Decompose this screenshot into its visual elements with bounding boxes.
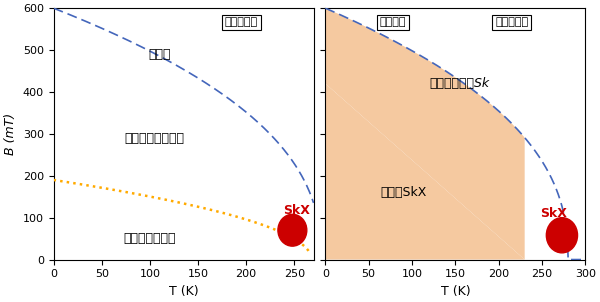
Text: 磁場中急冷: 磁場中急冷 [495, 18, 528, 27]
Ellipse shape [547, 218, 578, 253]
Text: 準安定SkX: 準安定SkX [380, 186, 427, 199]
Y-axis label: B (mT): B (mT) [4, 113, 17, 155]
Text: SkX: SkX [283, 204, 310, 217]
Text: SkX: SkX [540, 207, 567, 220]
Polygon shape [325, 8, 524, 259]
Text: アモルファスSk: アモルファスSk [430, 77, 490, 90]
Text: らせん磁気構造: らせん磁気構造 [124, 232, 176, 245]
Text: 強磁性相: 強磁性相 [380, 18, 406, 27]
Text: 無磁場急冷: 無磁場急冷 [225, 18, 258, 27]
Ellipse shape [278, 214, 307, 246]
Polygon shape [325, 84, 524, 259]
Text: コニカル磁気構造: コニカル磁気構造 [125, 132, 185, 145]
X-axis label: T (K): T (K) [169, 285, 199, 298]
X-axis label: T (K): T (K) [440, 285, 470, 298]
Text: 強磁性: 強磁性 [148, 48, 171, 61]
